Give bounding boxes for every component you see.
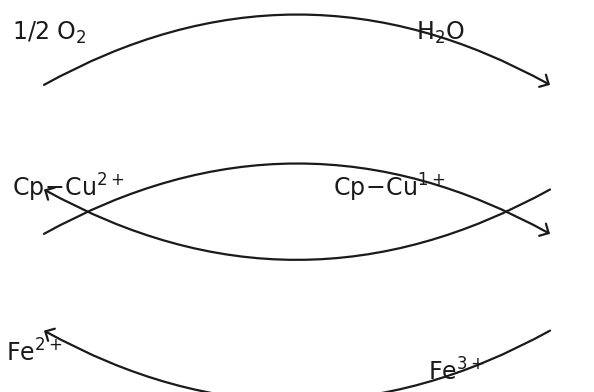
Text: $\mathdefault{H_2O}$: $\mathdefault{H_2O}$ bbox=[416, 20, 465, 46]
Text: $\mathdefault{Fe^{3+}}$: $\mathdefault{Fe^{3+}}$ bbox=[428, 359, 484, 386]
Text: $\mathdefault{Cp\!-\!Cu^{2+}}$: $\mathdefault{Cp\!-\!Cu^{2+}}$ bbox=[12, 172, 124, 204]
Text: $\mathdefault{Cp\!-\!Cu^{1+}}$: $\mathdefault{Cp\!-\!Cu^{1+}}$ bbox=[333, 172, 445, 204]
FancyArrowPatch shape bbox=[44, 163, 549, 236]
Text: $\mathdefault{1/2\ O_2}$: $\mathdefault{1/2\ O_2}$ bbox=[12, 20, 86, 46]
FancyArrowPatch shape bbox=[44, 15, 549, 87]
FancyArrowPatch shape bbox=[45, 187, 550, 260]
Text: $\mathdefault{Fe^{2+}}$: $\mathdefault{Fe^{2+}}$ bbox=[6, 339, 62, 367]
FancyArrowPatch shape bbox=[45, 328, 550, 392]
